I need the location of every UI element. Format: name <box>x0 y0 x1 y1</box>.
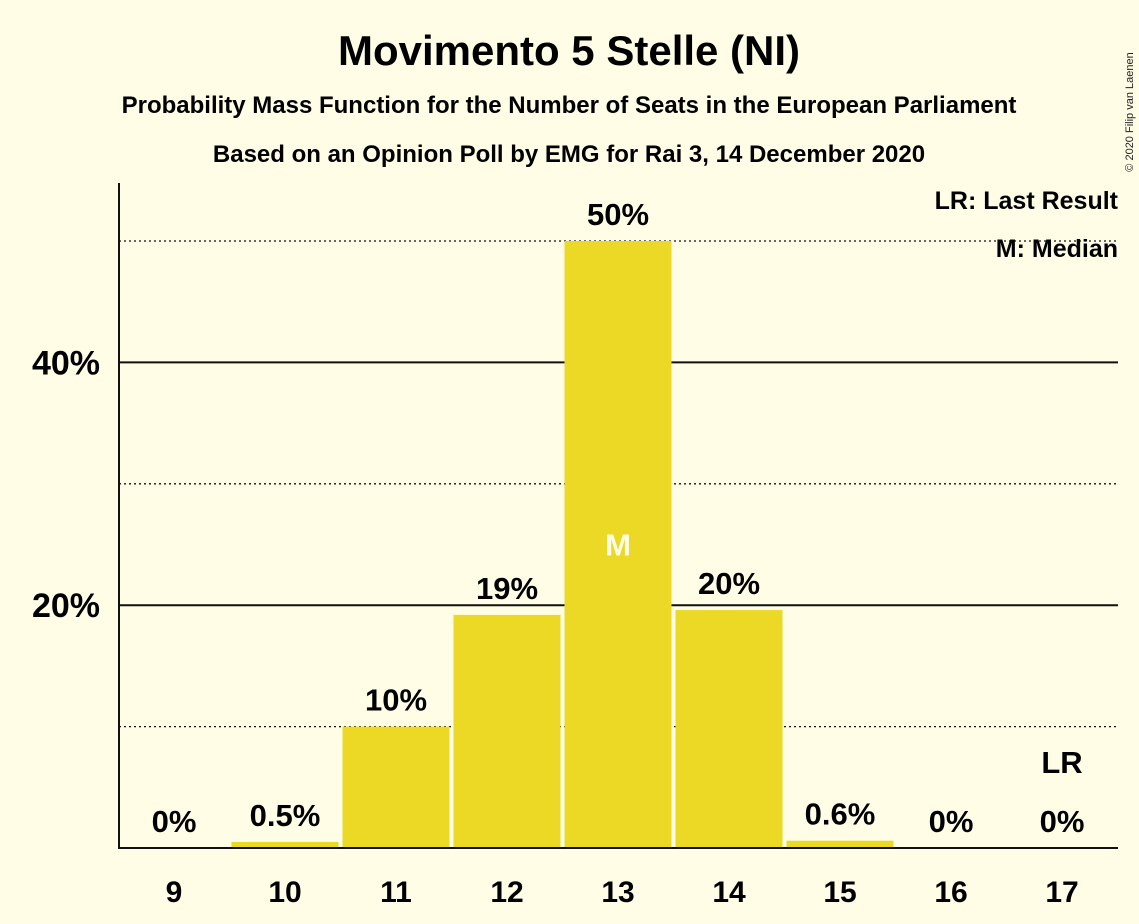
chart-title: Movimento 5 Stelle (NI) <box>338 27 800 74</box>
last-result-marker: LR <box>1041 745 1082 780</box>
bar <box>675 610 783 848</box>
x-tick-label: 10 <box>268 876 301 909</box>
data-label: 0.5% <box>250 798 321 833</box>
x-tick-label: 14 <box>712 876 746 909</box>
data-label: 0% <box>152 804 197 839</box>
bar <box>786 840 894 848</box>
legend-median: M: Median <box>996 235 1118 263</box>
bar <box>231 841 339 848</box>
bars <box>231 241 894 848</box>
median-marker: M <box>605 528 631 563</box>
x-tick-label: 11 <box>380 876 412 909</box>
copyright-text: © 2020 Filip van Laenen <box>1124 52 1136 171</box>
y-tick-label: 40% <box>32 344 100 382</box>
data-label: 10% <box>365 683 427 718</box>
data-label: 0% <box>1040 804 1085 839</box>
data-label: 0.6% <box>805 797 876 832</box>
x-tick-label: 15 <box>823 876 856 909</box>
chart-subtitle: Probability Mass Function for the Number… <box>122 92 1017 119</box>
x-tick-label: 9 <box>166 876 183 909</box>
data-labels: 9 0% 10 0.5% 11 10% 12 19% 13 50% M 14 20% 15 0.6% 16 0%… <box>152 197 1085 909</box>
x-tick-label: 16 <box>934 876 967 909</box>
data-label: 19% <box>476 571 538 606</box>
x-tick-label: 12 <box>490 876 523 909</box>
x-tick-label: 17 <box>1045 876 1078 909</box>
legend-last-result: LR: Last Result <box>935 187 1119 215</box>
bar <box>453 614 561 848</box>
data-label: 20% <box>698 566 760 601</box>
data-label: 50% <box>587 197 649 232</box>
chart-source: Based on an Opinion Poll by EMG for Rai … <box>213 141 925 168</box>
bar <box>342 726 450 848</box>
x-tick-label: 13 <box>601 876 634 909</box>
y-tick-label: 20% <box>32 587 100 625</box>
bar <box>564 241 672 848</box>
data-label: 0% <box>929 804 974 839</box>
